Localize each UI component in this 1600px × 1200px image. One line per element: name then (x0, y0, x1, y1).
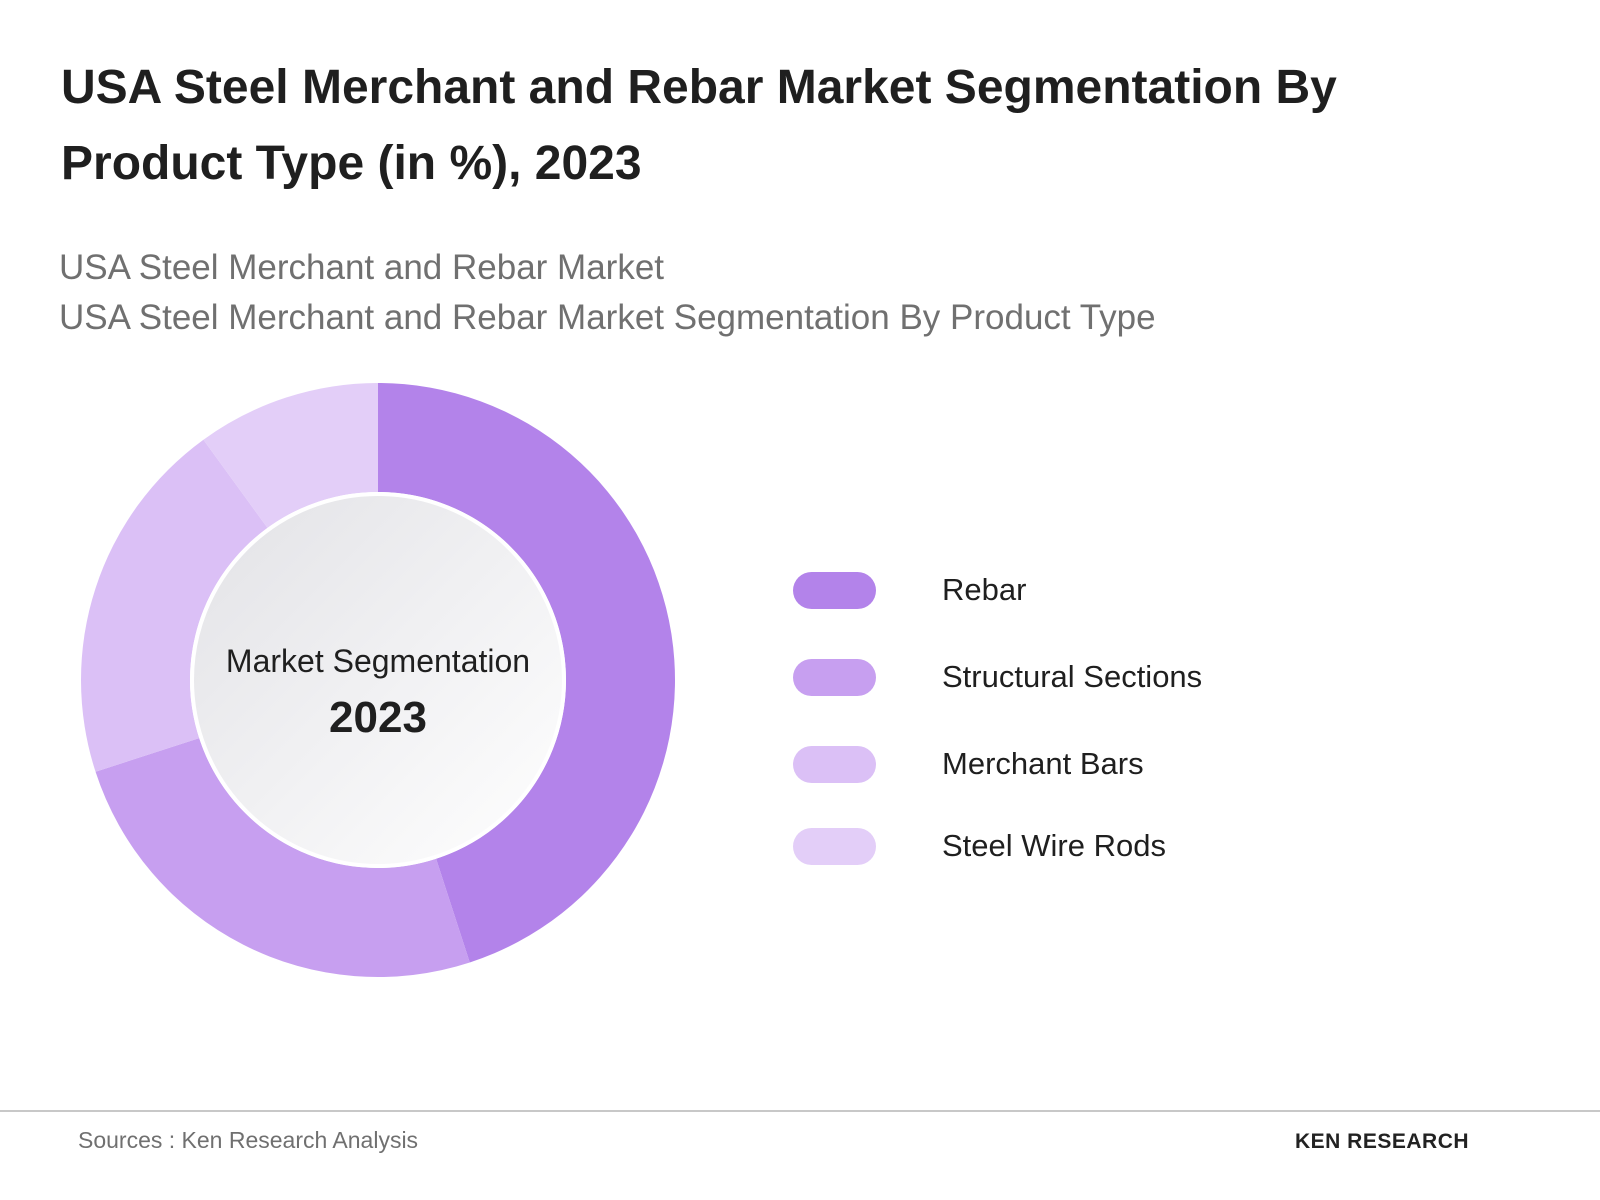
legend-swatch (793, 746, 876, 783)
legend-item: Merchant Bars (793, 744, 1393, 784)
footer-rule (0, 1110, 1600, 1112)
legend-swatch (793, 828, 876, 865)
center-value: 2023 (329, 693, 427, 742)
donut-segment (203, 383, 378, 528)
legend-label: Structural Sections (942, 659, 1203, 694)
legend-label: Merchant Bars (942, 746, 1144, 781)
donut-segment (378, 383, 676, 963)
legend-item: Structural Sections (793, 657, 1393, 697)
legend-item: Steel Wire Rods (793, 826, 1393, 866)
legend-swatch (793, 572, 876, 609)
subtitle: USA Steel Merchant and Rebar Market Segm… (59, 298, 1156, 337)
chart-title: USA Steel Merchant and Rebar Market Segm… (61, 61, 1337, 190)
legend-swatch (793, 659, 876, 696)
donut-segment (95, 738, 470, 978)
donut-chart: Market Segmentation 2023 (80, 383, 676, 978)
center-disc (190, 492, 566, 868)
center-label: Market Segmentation (226, 643, 530, 679)
subtitle: USA Steel Merchant and Rebar Market (59, 248, 665, 287)
source-note: Sources : Ken Research Analysis (78, 1127, 419, 1153)
legend-label: Rebar (942, 572, 1027, 607)
legend-label: Steel Wire Rods (942, 828, 1166, 863)
logo: KEN RESEARCH (1295, 1130, 1470, 1153)
legend-item: Rebar (793, 570, 1393, 610)
donut-segment (80, 439, 268, 772)
